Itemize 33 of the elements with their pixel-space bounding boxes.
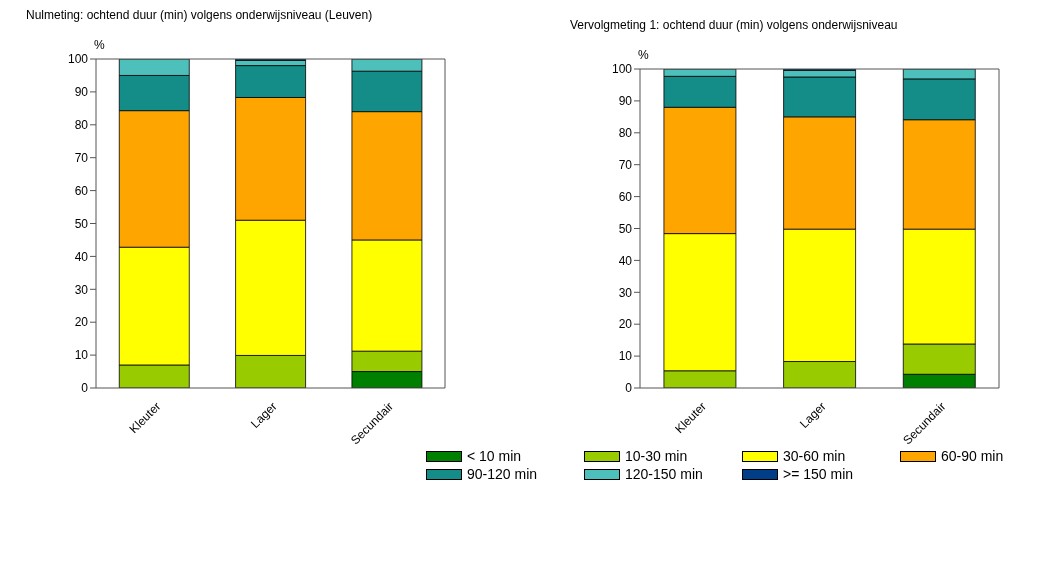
legend-label: 120-150 min — [624, 466, 704, 482]
y-tick-label: 10 — [618, 349, 633, 364]
y-tick-label: 100 — [67, 52, 89, 67]
y-tick-label: 50 — [618, 221, 633, 236]
y-tick-label: 40 — [618, 253, 633, 268]
legend-label: 60-90 min — [940, 448, 1005, 464]
y-tick-label: 90 — [74, 85, 89, 100]
y-tick-label: 70 — [74, 150, 89, 165]
y-tick-label: 40 — [74, 249, 89, 264]
y-tick-label: 80 — [74, 118, 89, 133]
y-axis-title: % — [638, 48, 649, 62]
legend-label: >= 150 min — [782, 466, 855, 482]
y-tick-label: 30 — [74, 282, 89, 297]
y-tick-label: 10 — [74, 348, 89, 363]
chart-title: Vervolgmeting 1: ochtend duur (min) volgens onderwijsniveau — [570, 18, 898, 32]
chart-title: Nulmeting: ochtend duur (min) volgens onderwijsniveau (Leuven) — [26, 8, 373, 22]
legend-label: 30-60 min — [782, 448, 847, 464]
y-tick-label: 80 — [618, 126, 633, 141]
y-tick-label: 60 — [74, 183, 89, 198]
y-tick-label: 70 — [618, 157, 633, 172]
y-tick-label: 50 — [74, 216, 89, 231]
y-tick-label: 20 — [618, 317, 633, 332]
y-tick-label: 60 — [618, 189, 633, 204]
legend-label: 10-30 min — [624, 448, 689, 464]
legend-label: 90-120 min — [466, 466, 539, 482]
y-tick-label: 90 — [618, 94, 633, 109]
legend-label: < 10 min — [466, 448, 523, 464]
y-tick-label: 100 — [611, 62, 633, 77]
y-axis-title: % — [94, 38, 105, 52]
y-tick-label: 30 — [618, 285, 633, 300]
y-tick-label: 20 — [74, 315, 89, 330]
y-tick-label: 0 — [625, 381, 633, 396]
y-tick-label: 0 — [81, 381, 89, 396]
